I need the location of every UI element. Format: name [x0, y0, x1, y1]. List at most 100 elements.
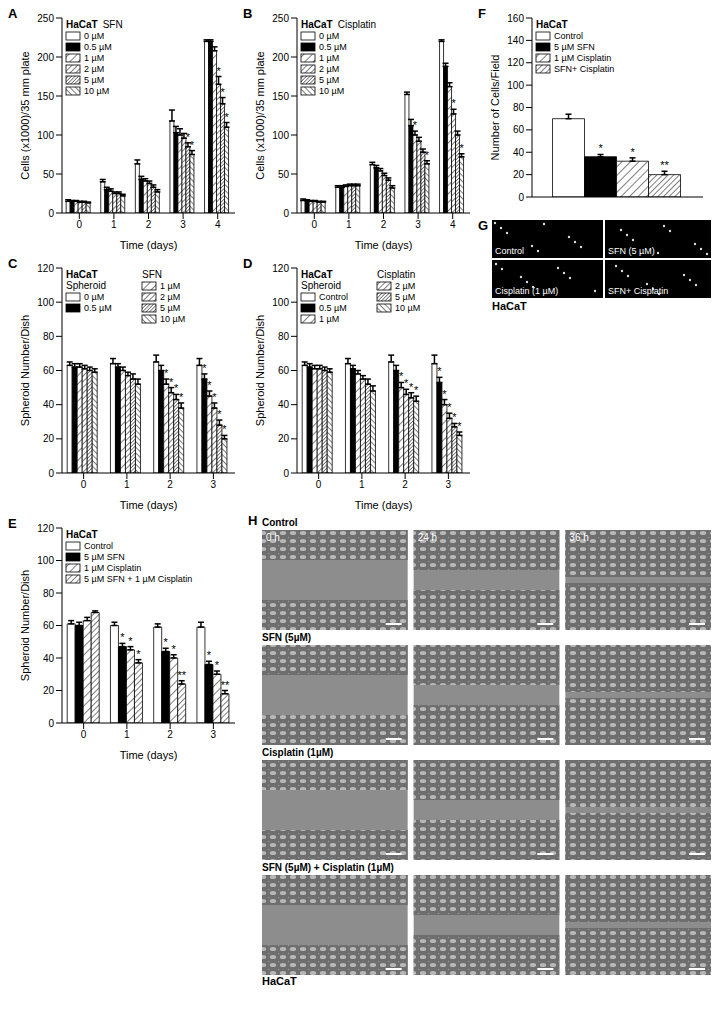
svg-text:100: 100 [272, 297, 289, 308]
svg-text:1 µM: 1 µM [319, 53, 339, 63]
svg-text:2 µM: 2 µM [319, 64, 339, 74]
svg-text:40: 40 [278, 399, 290, 410]
svg-text:*: * [120, 631, 125, 643]
svg-text:1: 1 [111, 219, 117, 230]
svg-text:Control: Control [84, 541, 113, 551]
svg-text:*: * [216, 65, 221, 77]
svg-text:100: 100 [37, 297, 54, 308]
svg-text:Spheroid: Spheroid [66, 280, 106, 291]
svg-text:*: * [220, 86, 225, 98]
svg-text:2: 2 [146, 219, 152, 230]
svg-text:Spheroid: Spheroid [301, 280, 341, 291]
svg-text:2 µM: 2 µM [395, 281, 415, 291]
svg-text:1: 1 [124, 729, 130, 740]
svg-text:4: 4 [215, 219, 221, 230]
svg-text:SFN (5 µM): SFN (5 µM) [608, 246, 655, 256]
svg-text:2 µM: 2 µM [84, 64, 104, 74]
svg-text:40: 40 [43, 653, 55, 664]
svg-text:160: 160 [507, 13, 524, 24]
svg-text:0: 0 [77, 219, 83, 230]
svg-text:*: * [207, 379, 212, 391]
svg-text:36 h: 36 h [569, 532, 588, 543]
svg-text:*: * [217, 408, 222, 420]
svg-text:Time (days): Time (days) [120, 499, 178, 511]
svg-text:0: 0 [283, 468, 289, 479]
svg-text:120: 120 [507, 57, 524, 68]
svg-text:HaCaT: HaCaT [301, 269, 333, 280]
svg-text:HaCaT: HaCaT [66, 529, 98, 540]
svg-text:1 µM Cisplatin: 1 µM Cisplatin [84, 563, 141, 573]
svg-text:Cells (x1000)/35 mm plate: Cells (x1000)/35 mm plate [254, 51, 266, 179]
svg-text:2: 2 [167, 479, 173, 490]
svg-text:0.5 µM: 0.5 µM [84, 303, 112, 313]
svg-text:250: 250 [272, 13, 289, 24]
svg-text:3: 3 [211, 729, 217, 740]
svg-text:5 µM SFN + 1 µM Cisplatin: 5 µM SFN + 1 µM Cisplatin [84, 574, 192, 584]
svg-text:100: 100 [507, 80, 524, 91]
svg-text:1 µM Cisplatin: 1 µM Cisplatin [554, 53, 611, 63]
svg-text:0: 0 [81, 479, 87, 490]
svg-text:40: 40 [513, 147, 525, 158]
svg-text:1: 1 [124, 479, 130, 490]
svg-text:*: * [414, 384, 419, 396]
svg-text:80: 80 [513, 102, 525, 113]
svg-text:140: 140 [507, 35, 524, 46]
svg-text:Spheroid Number/Dish: Spheroid Number/Dish [254, 315, 266, 426]
svg-text:*: * [212, 391, 217, 403]
svg-text:80: 80 [43, 331, 55, 342]
svg-text:120: 120 [272, 263, 289, 274]
svg-text:HaCaT: HaCaT [262, 975, 297, 987]
svg-text:0: 0 [81, 729, 87, 740]
svg-text:50: 50 [278, 169, 290, 180]
svg-text:0.5 µM: 0.5 µM [319, 303, 347, 313]
svg-text:Time (days): Time (days) [355, 239, 413, 251]
svg-text:0.5 µM: 0.5 µM [319, 42, 347, 52]
svg-text:Cisplatin (1µM): Cisplatin (1µM) [262, 747, 333, 758]
svg-text:Cells (x1000)/35 mm plate: Cells (x1000)/35 mm plate [19, 51, 31, 179]
svg-text:60: 60 [513, 124, 525, 135]
svg-text:*: * [128, 635, 133, 647]
svg-text:250: 250 [37, 13, 54, 24]
svg-text:20: 20 [513, 169, 525, 180]
svg-text:SFN (5µM) + Cisplatin (1µM): SFN (5µM) + Cisplatin (1µM) [262, 862, 394, 873]
svg-text:*: * [598, 142, 603, 154]
svg-text:1: 1 [346, 219, 352, 230]
svg-text:*: * [459, 142, 464, 154]
svg-text:10 µM: 10 µM [160, 314, 185, 324]
svg-text:Time (days): Time (days) [120, 239, 178, 251]
svg-text:2 µM: 2 µM [160, 292, 180, 302]
svg-text:Time (days): Time (days) [120, 749, 178, 761]
svg-text:5 µM: 5 µM [319, 75, 339, 85]
svg-text:Time (days): Time (days) [355, 499, 413, 511]
svg-text:0: 0 [48, 718, 54, 729]
svg-text:80: 80 [43, 588, 55, 599]
svg-text:*: * [164, 636, 169, 648]
svg-text:HaCaTSFN: HaCaTSFN [66, 19, 123, 30]
svg-text:HaCaTCisplatin: HaCaTCisplatin [301, 19, 376, 30]
svg-text:**: ** [221, 679, 230, 691]
svg-text:5 µM: 5 µM [160, 303, 180, 313]
svg-text:*: * [172, 643, 177, 655]
svg-text:G: G [478, 218, 488, 233]
svg-text:*: * [457, 420, 462, 432]
svg-text:120: 120 [37, 523, 54, 534]
svg-text:0.5 µM: 0.5 µM [84, 42, 112, 52]
svg-text:60: 60 [43, 620, 55, 631]
svg-text:2: 2 [167, 729, 173, 740]
svg-text:SFN+ Cisplatin: SFN+ Cisplatin [608, 286, 668, 296]
svg-text:5 µM SFN: 5 µM SFN [84, 552, 125, 562]
svg-text:Control: Control [554, 31, 583, 41]
svg-text:Spheroid Number/Dish: Spheroid Number/Dish [19, 570, 31, 681]
svg-text:Control: Control [319, 292, 348, 302]
svg-text:1 µM: 1 µM [84, 53, 104, 63]
svg-text:Control: Control [262, 517, 298, 528]
svg-text:HaCaT: HaCaT [536, 19, 568, 30]
svg-text:60: 60 [43, 365, 55, 376]
svg-text:*: * [207, 649, 212, 661]
svg-text:120: 120 [37, 263, 54, 274]
svg-text:0: 0 [283, 208, 289, 219]
svg-text:1 µM: 1 µM [319, 314, 339, 324]
svg-text:5 µM SFN: 5 µM SFN [554, 42, 595, 52]
svg-text:0 µM: 0 µM [84, 292, 104, 302]
svg-text:*: * [413, 119, 418, 131]
